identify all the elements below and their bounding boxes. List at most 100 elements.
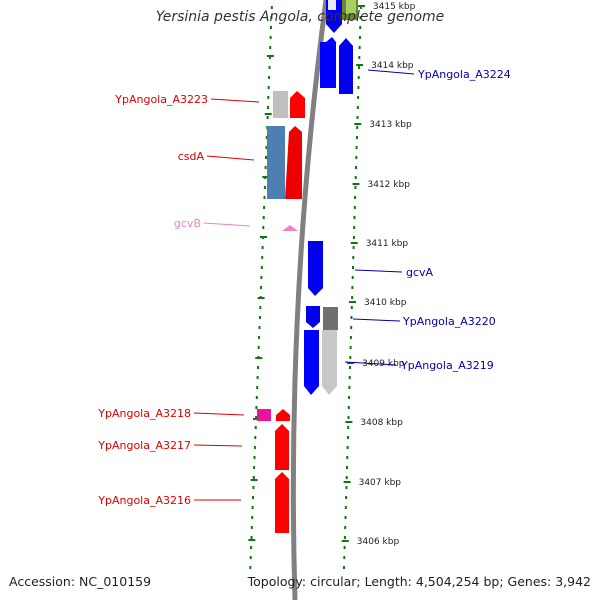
dotted-guide-left-dot	[265, 146, 268, 149]
page-title: Yersinia pestis Angola, complete genome	[155, 9, 445, 25]
dotted-guide-right-dot	[350, 326, 353, 329]
dotted-guide-right-dot	[347, 416, 350, 419]
dotted-guide-left-dot	[265, 156, 267, 159]
gene-feature-a3220-pseudo	[323, 307, 338, 330]
dotted-guide-right-dot	[357, 86, 360, 89]
dotted-guide-right-dot	[359, 16, 362, 19]
scale-tick-label: 3411 kbp	[366, 239, 409, 249]
dotted-guide-left-dot	[253, 456, 256, 459]
scale-tick-mark	[352, 183, 360, 185]
dotted-guide-right-dot	[349, 336, 352, 339]
dotted-guide-right-dot	[345, 496, 348, 499]
accession-label: Accession: NC_010159	[9, 574, 152, 589]
major-tick-left	[262, 176, 270, 178]
dotted-guide-right-dot	[353, 216, 356, 219]
scale-tick-mark	[354, 123, 362, 125]
dotted-guide-right-dot	[343, 556, 346, 559]
callout-gcva	[354, 269, 403, 273]
genome-backbone	[290, 0, 329, 600]
dotted-guide-left-dot	[249, 566, 252, 569]
genome-summary: Topology: circular; Length: 4,504,254 bp…	[247, 574, 591, 589]
scale-tick-mark	[347, 362, 355, 364]
callout-csda	[206, 155, 255, 161]
dotted-guide-left-dot	[270, 26, 272, 29]
dotted-guide-right-dot	[354, 186, 357, 189]
scale-tick-label: 3413 kbp	[369, 120, 412, 130]
dotted-guide-right-dot	[353, 226, 356, 229]
dotted-guide-right-dot	[358, 46, 361, 49]
dotted-guide-left-dot	[255, 406, 258, 409]
dotted-guide-left-dot	[252, 496, 254, 499]
dotted-guide-left-dot	[260, 276, 263, 279]
dotted-guide-left-dot	[268, 56, 271, 59]
dotted-guide-right-dot	[346, 456, 349, 459]
major-tick-left	[260, 236, 267, 238]
dotted-guide-left-dot	[261, 246, 264, 249]
gene-feature-a3218	[276, 409, 290, 421]
dotted-guide-left-dot	[262, 216, 265, 219]
gene-feature-csda-partner	[267, 126, 285, 199]
gene-feature-top-white	[328, 0, 336, 10]
major-tick-left	[248, 539, 256, 541]
gene-feature-top-green	[346, 0, 356, 14]
scale-tick-mark	[343, 481, 351, 483]
dotted-guide-left-dot	[256, 376, 259, 379]
scale-tick-mark	[341, 540, 349, 542]
gene-label-a3224: YpAngola_A3224	[417, 68, 511, 81]
dotted-guide-right-dot	[350, 316, 353, 319]
dotted-guide-left-dot	[259, 306, 262, 309]
dotted-guide-right-dot	[347, 426, 350, 429]
dotted-guide-left-dot	[263, 196, 266, 199]
dotted-guide-left-dot	[266, 106, 269, 109]
dotted-guide-right-dot	[343, 546, 346, 549]
scale-tick-mark	[349, 301, 356, 303]
dotted-guide-left-dot	[257, 346, 260, 349]
dotted-guide-left-dot	[257, 366, 259, 369]
scale-tick-label: 3408 kbp	[360, 418, 403, 428]
major-tick-left	[250, 479, 258, 481]
dotted-guide-right-dot	[356, 126, 359, 129]
dotted-guide-right-dot	[355, 146, 358, 149]
gene-feature-a3220	[306, 306, 320, 328]
dotted-guide-right-dot	[356, 116, 359, 119]
dotted-guide-right-dot	[344, 516, 347, 519]
dotted-guide-left-dot	[250, 546, 253, 549]
scale-tick-label: 3414 kbp	[371, 61, 414, 71]
gene-feature-a3219-pseudo	[322, 330, 337, 395]
gene-feature-gcva	[308, 241, 323, 296]
callout-a3224	[367, 69, 415, 75]
dotted-guide-left-dot	[270, 16, 273, 19]
dotted-guide-right-dot	[347, 406, 350, 409]
dotted-guide-left-dot	[267, 96, 270, 99]
scale-tick-label: 3412 kbp	[368, 180, 411, 190]
dotted-guide-right-dot	[356, 106, 359, 109]
scale-tick-mark	[350, 242, 358, 244]
scale-tick-label: 3415 kbp	[373, 2, 416, 12]
gene-feature-csda	[285, 126, 302, 199]
dotted-guide-right-dot	[354, 196, 357, 199]
gene-label-gcva: gcvA	[406, 266, 434, 279]
dotted-guide-left-dot	[262, 226, 265, 229]
dotted-guide-left-dot	[266, 116, 269, 119]
dotted-guide-right-dot	[349, 346, 352, 349]
dotted-guide-right-dot	[352, 246, 355, 249]
gene-feature-a3224-b	[339, 38, 353, 94]
gene-label-a3220: YpAngola_A3220	[402, 315, 496, 328]
scale-tick-label: 3410 kbp	[364, 298, 407, 308]
dotted-guide-right-dot	[343, 566, 345, 569]
dotted-guide-left-dot	[265, 136, 268, 139]
dotted-guide-left-dot	[258, 336, 261, 339]
callout-gcvb	[203, 222, 251, 227]
dotted-guide-right-dot	[351, 296, 354, 299]
dotted-guide-right-dot	[350, 306, 353, 309]
dotted-guide-right-dot	[351, 286, 354, 289]
dotted-guide-right-dot	[354, 176, 357, 179]
gene-label-a3218: YpAngola_A3218	[97, 407, 191, 420]
dotted-guide-right-dot	[358, 66, 360, 69]
dotted-guide-right-dot	[345, 476, 348, 479]
gene-feature-gcvb	[282, 225, 298, 231]
callout-a3218	[193, 412, 245, 416]
dotted-guide-right-dot	[357, 76, 360, 79]
dotted-guide-left-dot	[250, 526, 253, 529]
